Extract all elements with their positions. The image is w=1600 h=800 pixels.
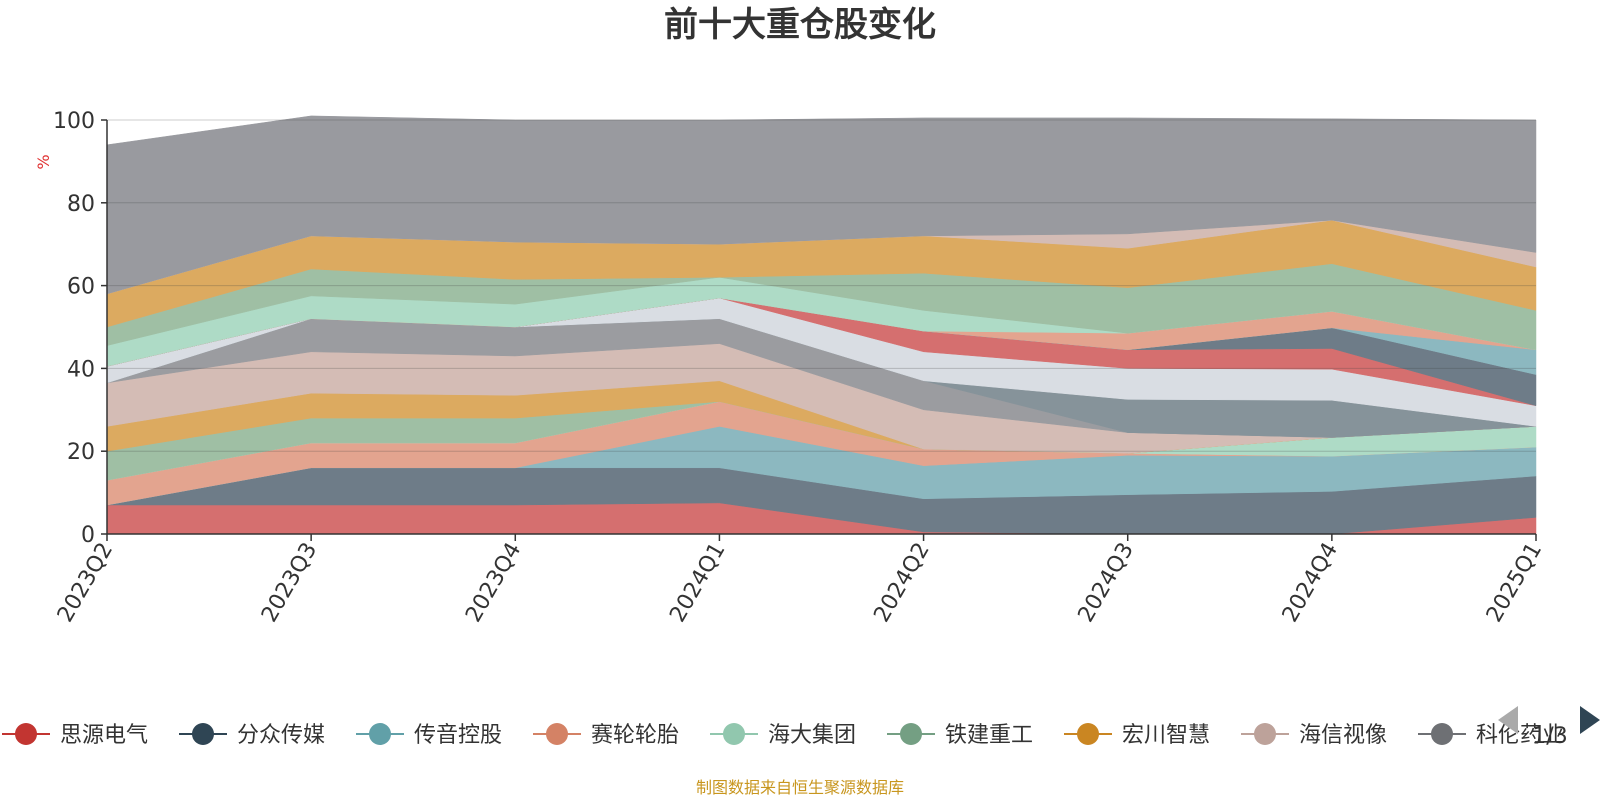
- legend-item-5[interactable]: 铁建重工: [887, 723, 1033, 748]
- legend: 思源电气 分众传媒 传音控股 赛轮轮胎 海大集团 铁建重工 宏川智慧 海信视像 科伦药业: [2, 723, 1564, 748]
- x-tick-label-5: 2024Q3: [1074, 539, 1139, 627]
- y-tick-label-0: 0: [81, 523, 95, 548]
- data-source-note: 制图数据来自恒生聚源数据库: [696, 778, 904, 797]
- x-tick-label-6: 2024Q4: [1278, 539, 1343, 627]
- area-series-19: [106, 115, 1537, 295]
- y-tick-label-4: 80: [67, 192, 95, 217]
- legend-marker-icon: [1077, 723, 1099, 745]
- legend-label: 海大集团: [768, 723, 856, 748]
- y-tick-label-5: 100: [53, 109, 95, 134]
- legend-label: 海信视像: [1299, 723, 1387, 748]
- legend-item-3[interactable]: 赛轮轮胎: [533, 723, 679, 748]
- legend-item-8[interactable]: 科伦药业: [1418, 723, 1564, 748]
- prev-page-icon[interactable]: [1498, 706, 1518, 734]
- plot-area: [106, 115, 1537, 535]
- x-tick-label-0: 2023Q2: [53, 539, 118, 627]
- legend-marker-icon: [192, 723, 214, 745]
- y-axis-unit: %: [34, 154, 53, 169]
- legend-marker-icon: [1431, 723, 1453, 745]
- y-tick-label-3: 60: [67, 275, 95, 300]
- legend-label: 宏川智慧: [1122, 723, 1210, 748]
- y-tick-label-2: 40: [67, 357, 95, 382]
- legend-page-indicator: 1/3: [1532, 724, 1567, 749]
- y-tick-label-1: 20: [67, 440, 95, 465]
- legend-item-4[interactable]: 海大集团: [710, 723, 856, 748]
- next-page-icon[interactable]: [1580, 706, 1600, 734]
- legend-item-7[interactable]: 海信视像: [1241, 723, 1387, 748]
- legend-marker-icon: [1254, 723, 1276, 745]
- legend-marker-icon: [369, 723, 391, 745]
- x-tick-label-4: 2024Q2: [869, 539, 934, 627]
- x-tick-label-2: 2023Q4: [461, 539, 526, 627]
- legend-label: 思源电气: [60, 723, 148, 748]
- legend-label: 赛轮轮胎: [591, 723, 679, 748]
- legend-label: 分众传媒: [237, 723, 325, 748]
- legend-marker-icon: [900, 723, 922, 745]
- legend-label: 科伦药业: [1476, 723, 1564, 748]
- legend-item-0[interactable]: 思源电气: [2, 723, 148, 748]
- chart-title: 前十大重仓股变化: [664, 5, 936, 45]
- legend-item-1[interactable]: 分众传媒: [179, 723, 325, 748]
- legend-item-2[interactable]: 传音控股: [356, 723, 502, 748]
- legend-marker-icon: [546, 723, 568, 745]
- legend-label: 传音控股: [414, 723, 502, 748]
- x-tick-label-1: 2023Q3: [257, 539, 322, 627]
- legend-marker-icon: [15, 723, 37, 745]
- x-tick-label-7: 2025Q1: [1482, 539, 1547, 627]
- legend-label: 铁建重工: [945, 723, 1033, 748]
- legend-item-6[interactable]: 宏川智慧: [1064, 723, 1210, 748]
- legend-pager: 1/3: [1498, 706, 1600, 749]
- x-tick-label-3: 2024Q1: [665, 539, 730, 627]
- legend-marker-icon: [723, 723, 745, 745]
